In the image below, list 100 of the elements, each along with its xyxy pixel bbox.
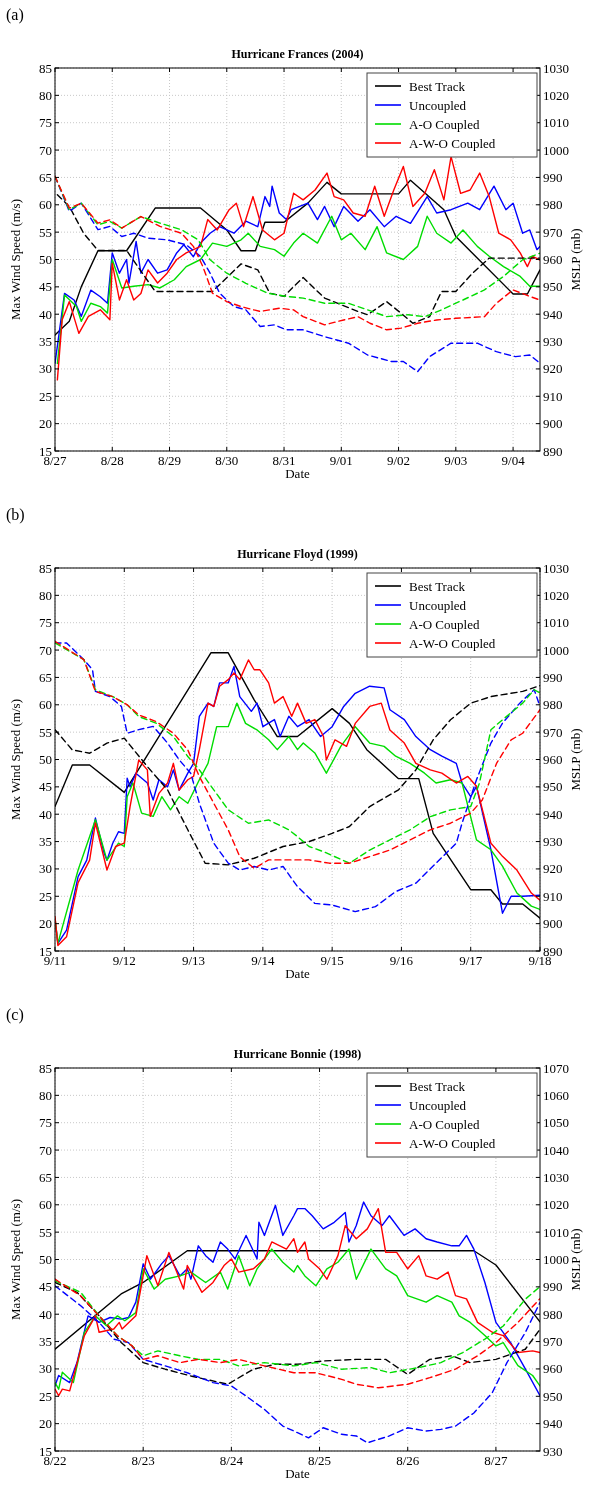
y2-tick-label: 950 <box>543 279 563 295</box>
y-tick-label: 60 <box>39 1197 52 1213</box>
y2-tick-label: 1020 <box>543 587 569 603</box>
y2-tick-label: 990 <box>543 169 563 185</box>
y-tick-label: 55 <box>39 724 52 740</box>
y2-tick-label: 920 <box>543 361 563 377</box>
y2-axis-title: MSLP (mb) <box>568 728 583 791</box>
legend-label: A-W-O Coupled <box>409 135 496 151</box>
y2-tick-label: 960 <box>543 1361 563 1377</box>
text: (c) <box>6 1006 24 1024</box>
y-tick-label: 30 <box>39 1361 52 1377</box>
y-tick-label: 65 <box>39 1169 52 1185</box>
y2-tick-label: 1000 <box>543 142 569 158</box>
x-tick-label: 8/24 <box>219 1453 244 1468</box>
y-tick-label: 50 <box>39 752 52 768</box>
y2-tick-label: 980 <box>543 697 563 713</box>
y2-tick-label: 900 <box>543 416 563 432</box>
text: (a) <box>6 6 24 24</box>
x-tick-label: 9/15 <box>320 953 344 968</box>
y2-tick-label: 1030 <box>543 60 569 76</box>
legend-label: A-W-O Coupled <box>409 635 496 651</box>
y-tick-label: 20 <box>39 416 52 432</box>
y2-tick-label: 930 <box>543 334 563 350</box>
y2-tick-label: 940 <box>543 806 563 822</box>
legend-label: A-W-O Coupled <box>409 1135 496 1151</box>
y-tick-label: 35 <box>39 1334 52 1350</box>
legend-label: Best Track <box>409 78 466 94</box>
y2-tick-label: 960 <box>543 252 563 268</box>
y2-tick-label: 980 <box>543 197 563 213</box>
y2-tick-label: 930 <box>543 1443 563 1459</box>
x-axis-title: Date <box>285 1466 310 1481</box>
y2-tick-label: 890 <box>543 443 563 459</box>
y-tick-label: 80 <box>39 87 52 103</box>
y2-tick-label: 970 <box>543 724 563 740</box>
y2-tick-label: 950 <box>543 1388 563 1404</box>
y2-axis-title: MSLP (mb) <box>568 228 583 291</box>
y-tick-label: 55 <box>39 1224 52 1240</box>
y2-tick-label: 1040 <box>543 1142 569 1158</box>
legend-label: Uncoupled <box>409 97 467 113</box>
y-tick-label: 25 <box>39 888 52 904</box>
legend-label: A-O Coupled <box>409 116 480 132</box>
y-tick-label: 70 <box>39 1142 52 1158</box>
legend-label: A-O Coupled <box>409 616 480 632</box>
x-axis-title: Date <box>285 966 310 981</box>
y-tick-label: 25 <box>39 1388 52 1404</box>
y-tick-label: 70 <box>39 642 52 658</box>
y-tick-label: 45 <box>39 279 52 295</box>
y-tick-label: 25 <box>39 388 52 404</box>
y-tick-label: 45 <box>39 1279 52 1295</box>
x-tick-label: 9/14 <box>251 953 275 968</box>
legend-label: Best Track <box>409 578 466 594</box>
y2-tick-label: 900 <box>543 916 563 932</box>
y-tick-label: 35 <box>39 834 52 850</box>
y2-axis-title: MSLP (mb) <box>568 1228 583 1291</box>
y-tick-label: 20 <box>39 1416 52 1432</box>
x-tick-label: 8/29 <box>157 453 182 468</box>
y2-tick-label: 1010 <box>543 615 569 631</box>
x-tick-label: 8/26 <box>396 1453 420 1468</box>
y-tick-label: 60 <box>39 197 52 213</box>
y2-tick-label: 1020 <box>543 1197 569 1213</box>
y-tick-label: 35 <box>39 334 52 350</box>
x-tick-label: 9/02 <box>387 453 411 468</box>
y2-tick-label: 1070 <box>543 1060 569 1076</box>
y2-tick-label: 1010 <box>543 115 569 131</box>
y2-tick-label: 960 <box>543 752 563 768</box>
x-tick-label: 8/23 <box>131 1453 155 1468</box>
x-tick-label: 9/04 <box>501 453 526 468</box>
y2-tick-label: 1030 <box>543 560 569 576</box>
y-tick-label: 60 <box>39 697 52 713</box>
y2-tick-label: 940 <box>543 1416 563 1432</box>
y-tick-label: 30 <box>39 861 52 877</box>
x-tick-label: 8/31 <box>272 453 296 468</box>
y2-tick-label: 1010 <box>543 1224 569 1240</box>
y-tick-label: 65 <box>39 669 52 685</box>
y-axis-title: Max Wind Speed (m/s) <box>8 699 23 820</box>
y-tick-label: 40 <box>39 1306 52 1322</box>
y-tick-label: 50 <box>39 1252 52 1268</box>
chart-title: Hurricane Bonnie (1998) <box>233 1047 362 1061</box>
y2-tick-label: 920 <box>543 861 563 877</box>
y-tick-label: 85 <box>39 60 52 76</box>
y-tick-label: 70 <box>39 142 52 158</box>
y2-tick-label: 1020 <box>543 87 569 103</box>
x-tick-label: 9/17 <box>459 953 483 968</box>
y-tick-label: 85 <box>39 1060 52 1076</box>
x-tick-label: 9/13 <box>182 953 206 968</box>
y2-tick-label: 930 <box>543 834 563 850</box>
y-tick-label: 20 <box>39 916 52 932</box>
y-tick-label: 30 <box>39 361 52 377</box>
y2-tick-label: 1000 <box>543 1252 569 1268</box>
y2-tick-label: 970 <box>543 1334 563 1350</box>
x-tick-label: 9/01 <box>329 453 353 468</box>
y-tick-label: 55 <box>39 224 52 240</box>
y-tick-label: 75 <box>39 1115 52 1131</box>
y2-tick-label: 1050 <box>543 1115 569 1131</box>
y-tick-label: 45 <box>39 779 52 795</box>
x-tick-label: 8/25 <box>307 1453 332 1468</box>
y-tick-label: 40 <box>39 306 52 322</box>
x-tick-label: 9/12 <box>112 953 136 968</box>
x-tick-label: 8/27 <box>484 1453 508 1468</box>
x-tick-label: 9/16 <box>389 953 414 968</box>
